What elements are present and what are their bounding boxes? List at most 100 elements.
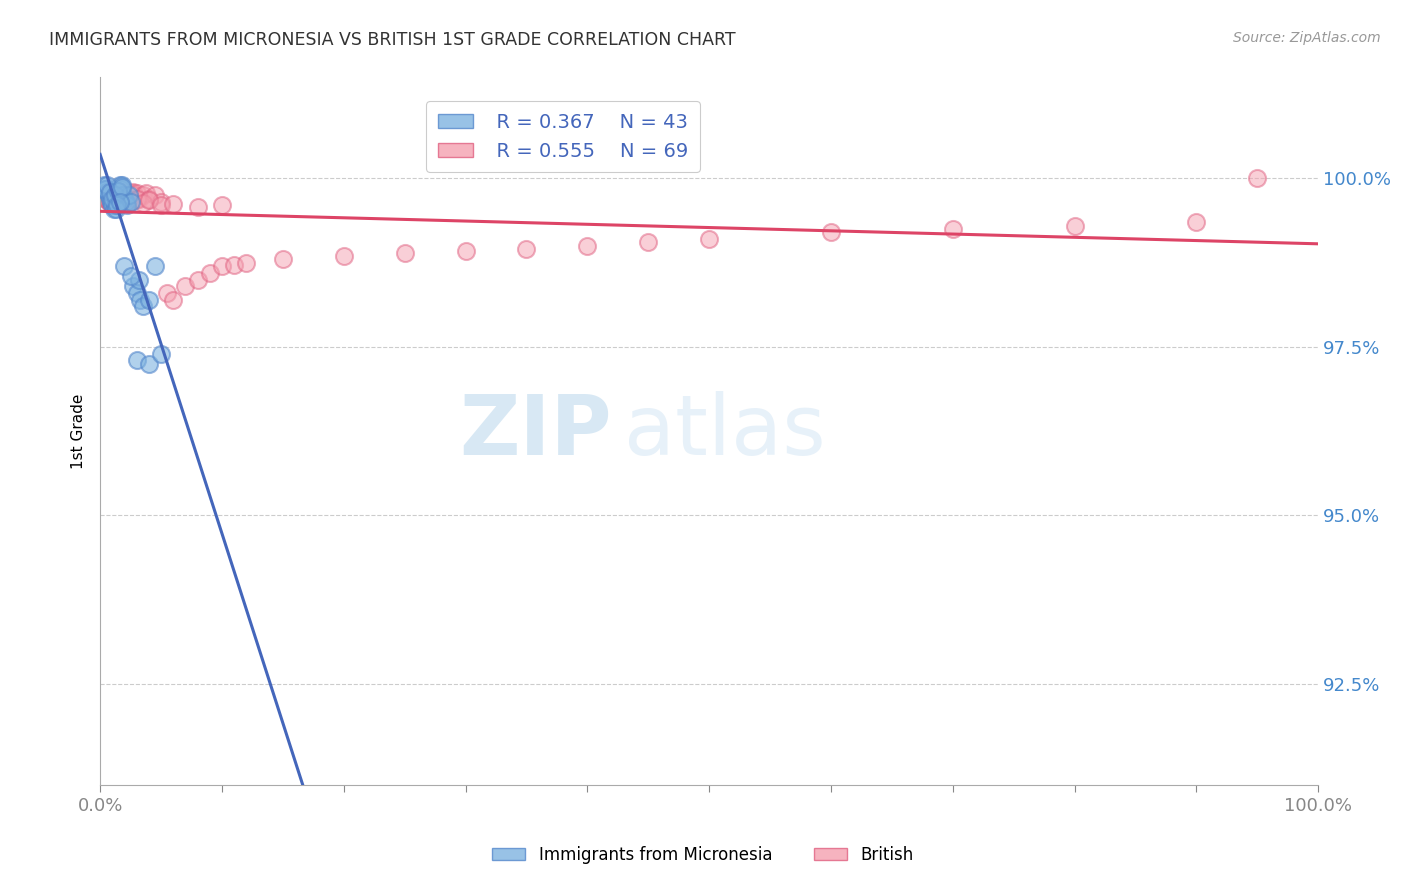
- Point: [96, 193, 118, 207]
- Point: [114, 195, 136, 210]
- Point: [115, 186, 138, 201]
- Point: [162, 197, 184, 211]
- Text: IMMIGRANTS FROM MICRONESIA VS BRITISH 1ST GRADE CORRELATION CHART: IMMIGRANTS FROM MICRONESIA VS BRITISH 1S…: [49, 31, 735, 49]
- Point: [187, 200, 209, 214]
- Point: [101, 198, 124, 212]
- Point: [135, 186, 157, 201]
- Point: [515, 242, 537, 256]
- Point: [103, 202, 125, 216]
- Point: [107, 192, 129, 206]
- Legend:   R = 0.367    N = 43,   R = 0.555    N = 69: R = 0.367 N = 43, R = 0.555 N = 69: [426, 102, 700, 172]
- Point: [114, 188, 136, 202]
- Point: [138, 193, 160, 207]
- Point: [129, 293, 152, 307]
- Point: [114, 185, 136, 199]
- Point: [104, 198, 127, 212]
- Point: [105, 192, 128, 206]
- Point: [394, 245, 416, 260]
- Point: [98, 185, 121, 199]
- Point: [1246, 171, 1268, 186]
- Point: [235, 255, 257, 269]
- Point: [114, 192, 136, 206]
- Point: [128, 272, 150, 286]
- Point: [94, 181, 117, 195]
- Point: [103, 193, 125, 207]
- Point: [820, 226, 842, 240]
- Point: [104, 202, 127, 216]
- Point: [138, 192, 160, 206]
- Point: [143, 188, 166, 202]
- Point: [97, 188, 120, 202]
- Point: [942, 222, 965, 236]
- Point: [104, 194, 127, 209]
- Point: [120, 194, 142, 208]
- Point: [125, 186, 148, 201]
- Point: [120, 269, 142, 284]
- Point: [118, 190, 141, 204]
- Point: [101, 192, 124, 206]
- Point: [332, 249, 354, 263]
- Point: [115, 198, 138, 212]
- Point: [101, 195, 124, 210]
- Point: [224, 258, 246, 272]
- Point: [150, 198, 173, 212]
- Point: [108, 178, 131, 193]
- Point: [143, 259, 166, 273]
- Point: [104, 188, 127, 202]
- Point: [100, 198, 122, 212]
- Point: [132, 188, 155, 202]
- Point: [96, 193, 118, 207]
- Point: [125, 285, 148, 300]
- Point: [104, 195, 127, 210]
- Point: [1063, 219, 1085, 233]
- Point: [211, 198, 233, 212]
- Point: [101, 197, 124, 211]
- Point: [117, 193, 139, 207]
- Point: [174, 279, 197, 293]
- Point: [187, 272, 209, 286]
- Point: [112, 188, 135, 202]
- Point: [96, 181, 118, 195]
- Point: [107, 193, 129, 207]
- Point: [122, 279, 145, 293]
- Point: [150, 195, 173, 210]
- Point: [121, 186, 143, 201]
- Point: [637, 235, 659, 250]
- Point: [120, 188, 142, 202]
- Point: [111, 192, 134, 206]
- Point: [125, 193, 148, 207]
- Point: [100, 195, 122, 210]
- Point: [125, 353, 148, 368]
- Point: [120, 195, 142, 210]
- Point: [108, 190, 131, 204]
- Point: [107, 184, 129, 198]
- Point: [118, 188, 141, 202]
- Point: [104, 190, 127, 204]
- Point: [271, 252, 294, 267]
- Point: [94, 189, 117, 203]
- Point: [138, 293, 160, 307]
- Point: [105, 198, 128, 212]
- Point: [156, 285, 179, 300]
- Point: [114, 189, 136, 203]
- Point: [96, 178, 118, 193]
- Point: [104, 195, 127, 210]
- Point: [697, 232, 720, 246]
- Y-axis label: 1st Grade: 1st Grade: [72, 393, 86, 469]
- Legend: Immigrants from Micronesia, British: Immigrants from Micronesia, British: [485, 839, 921, 871]
- Point: [110, 193, 132, 207]
- Point: [211, 259, 233, 273]
- Point: [576, 239, 599, 253]
- Point: [98, 195, 121, 210]
- Point: [107, 188, 129, 202]
- Point: [150, 346, 173, 360]
- Point: [98, 192, 121, 206]
- Point: [111, 179, 134, 194]
- Point: [122, 185, 145, 199]
- Point: [98, 194, 121, 208]
- Point: [132, 195, 155, 210]
- Point: [108, 195, 131, 210]
- Point: [96, 192, 118, 206]
- Point: [96, 185, 118, 199]
- Text: ZIP: ZIP: [460, 391, 612, 472]
